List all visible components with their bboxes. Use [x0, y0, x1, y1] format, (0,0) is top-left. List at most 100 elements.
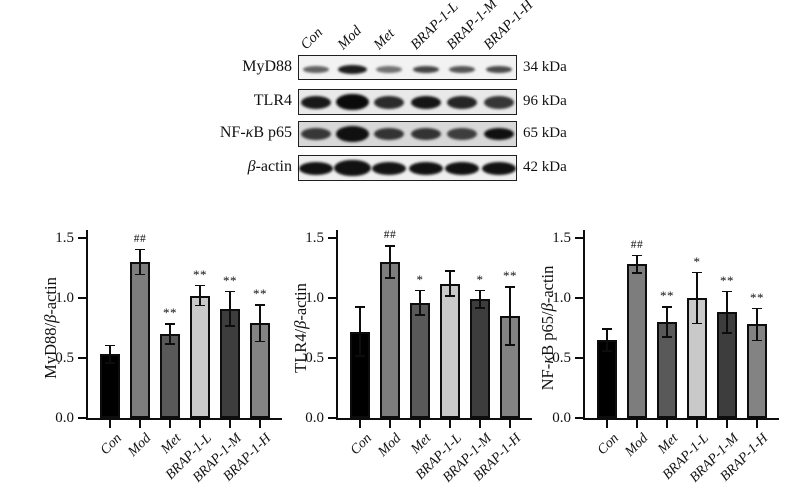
blot-band [483, 95, 514, 109]
blot-band [336, 93, 370, 111]
blot-row-frame [298, 89, 517, 115]
blot-band [408, 161, 443, 175]
error-bar [606, 328, 608, 352]
significance-label: ## [133, 232, 147, 245]
error-bar [109, 344, 111, 364]
y-tick [78, 237, 86, 240]
error-cap-top [195, 284, 205, 287]
error-bar [359, 306, 361, 357]
blot-band [481, 161, 516, 175]
error-cap-top [602, 328, 612, 330]
error-cap-bottom [505, 344, 515, 346]
blot-band [301, 128, 332, 140]
error-cap-bottom [135, 273, 145, 276]
y-axis-line [583, 230, 586, 420]
error-cap-bottom [445, 295, 455, 297]
x-tick [258, 420, 262, 428]
error-cap-top [105, 344, 115, 347]
significance-label: ## [383, 229, 397, 242]
protein-label: NF-κB p65 [219, 124, 292, 141]
x-tick [695, 420, 699, 428]
protein-label: β-actin [247, 158, 292, 175]
error-bar [666, 306, 668, 338]
error-cap-bottom [195, 304, 205, 307]
blot-band [485, 66, 512, 73]
significance-label: * [476, 271, 484, 287]
error-cap-top [415, 289, 425, 292]
bar [410, 302, 430, 418]
significance-label: ** [223, 272, 237, 288]
x-tick [508, 420, 512, 428]
bar [627, 264, 647, 418]
y-tick [78, 417, 86, 420]
y-tick [575, 417, 583, 420]
significance-label: ** [720, 272, 734, 288]
blot-band [410, 128, 441, 140]
error-cap-bottom [752, 339, 762, 342]
x-tick-label: Mod [622, 431, 652, 460]
x-axis-line [583, 418, 779, 421]
blot-band [447, 95, 478, 109]
x-tick [228, 420, 232, 428]
blot-band [299, 161, 334, 175]
y-tick [575, 357, 583, 360]
significance-label: ** [163, 305, 177, 321]
blot-band [447, 128, 478, 140]
bar [470, 299, 490, 418]
x-tick [388, 420, 392, 428]
error-cap-top [752, 307, 762, 310]
error-bar [636, 254, 638, 274]
blot-band [445, 161, 480, 175]
x-tick [725, 420, 729, 428]
x-tick [418, 420, 422, 428]
blot-band [374, 95, 405, 109]
blot-band [449, 66, 476, 73]
y-tick-label: 1.0 [305, 290, 324, 306]
blot-band [412, 66, 439, 73]
x-tick [478, 420, 482, 428]
x-axis-line [86, 418, 282, 421]
error-bar [199, 284, 201, 307]
y-tick [328, 297, 336, 300]
x-tick [635, 420, 639, 428]
y-axis-label: MyD88/β-actin [41, 277, 60, 379]
bar [440, 283, 460, 418]
error-cap-bottom [632, 272, 642, 274]
error-cap-bottom [415, 314, 425, 316]
error-bar [479, 289, 481, 309]
error-cap-bottom [385, 277, 395, 279]
x-tick [168, 420, 172, 428]
molecular-weight-label: 42 kDa [523, 159, 567, 175]
x-tick [605, 420, 609, 428]
error-cap-bottom [602, 350, 612, 352]
x-tick [755, 420, 759, 428]
error-cap-bottom [225, 325, 235, 327]
significance-label: * [416, 271, 424, 287]
x-tick-label: Con [594, 431, 622, 459]
x-tick [665, 420, 669, 428]
error-cap-top [505, 286, 515, 288]
error-cap-bottom [662, 335, 672, 338]
error-bar [726, 290, 728, 334]
y-tick [78, 357, 86, 360]
error-bar [139, 248, 141, 276]
x-tick-label: Con [97, 431, 125, 459]
significance-label: ** [503, 268, 517, 283]
error-cap-top [722, 290, 732, 293]
y-tick [575, 297, 583, 300]
blot-band [376, 66, 403, 73]
blot-band [301, 95, 332, 109]
error-bar [259, 304, 261, 343]
y-tick-label: 1.0 [552, 290, 571, 306]
blot-band [372, 161, 407, 175]
y-tick-label: 0.5 [305, 350, 324, 366]
error-cap-top [225, 290, 235, 293]
error-bar [419, 289, 421, 316]
y-axis-label: NF-κB p65/β-actin [538, 265, 557, 391]
error-bar [756, 307, 758, 342]
y-tick [575, 237, 583, 240]
y-axis-line [86, 230, 89, 420]
significance-label: ** [750, 289, 764, 305]
lane-label: Con [297, 24, 327, 53]
